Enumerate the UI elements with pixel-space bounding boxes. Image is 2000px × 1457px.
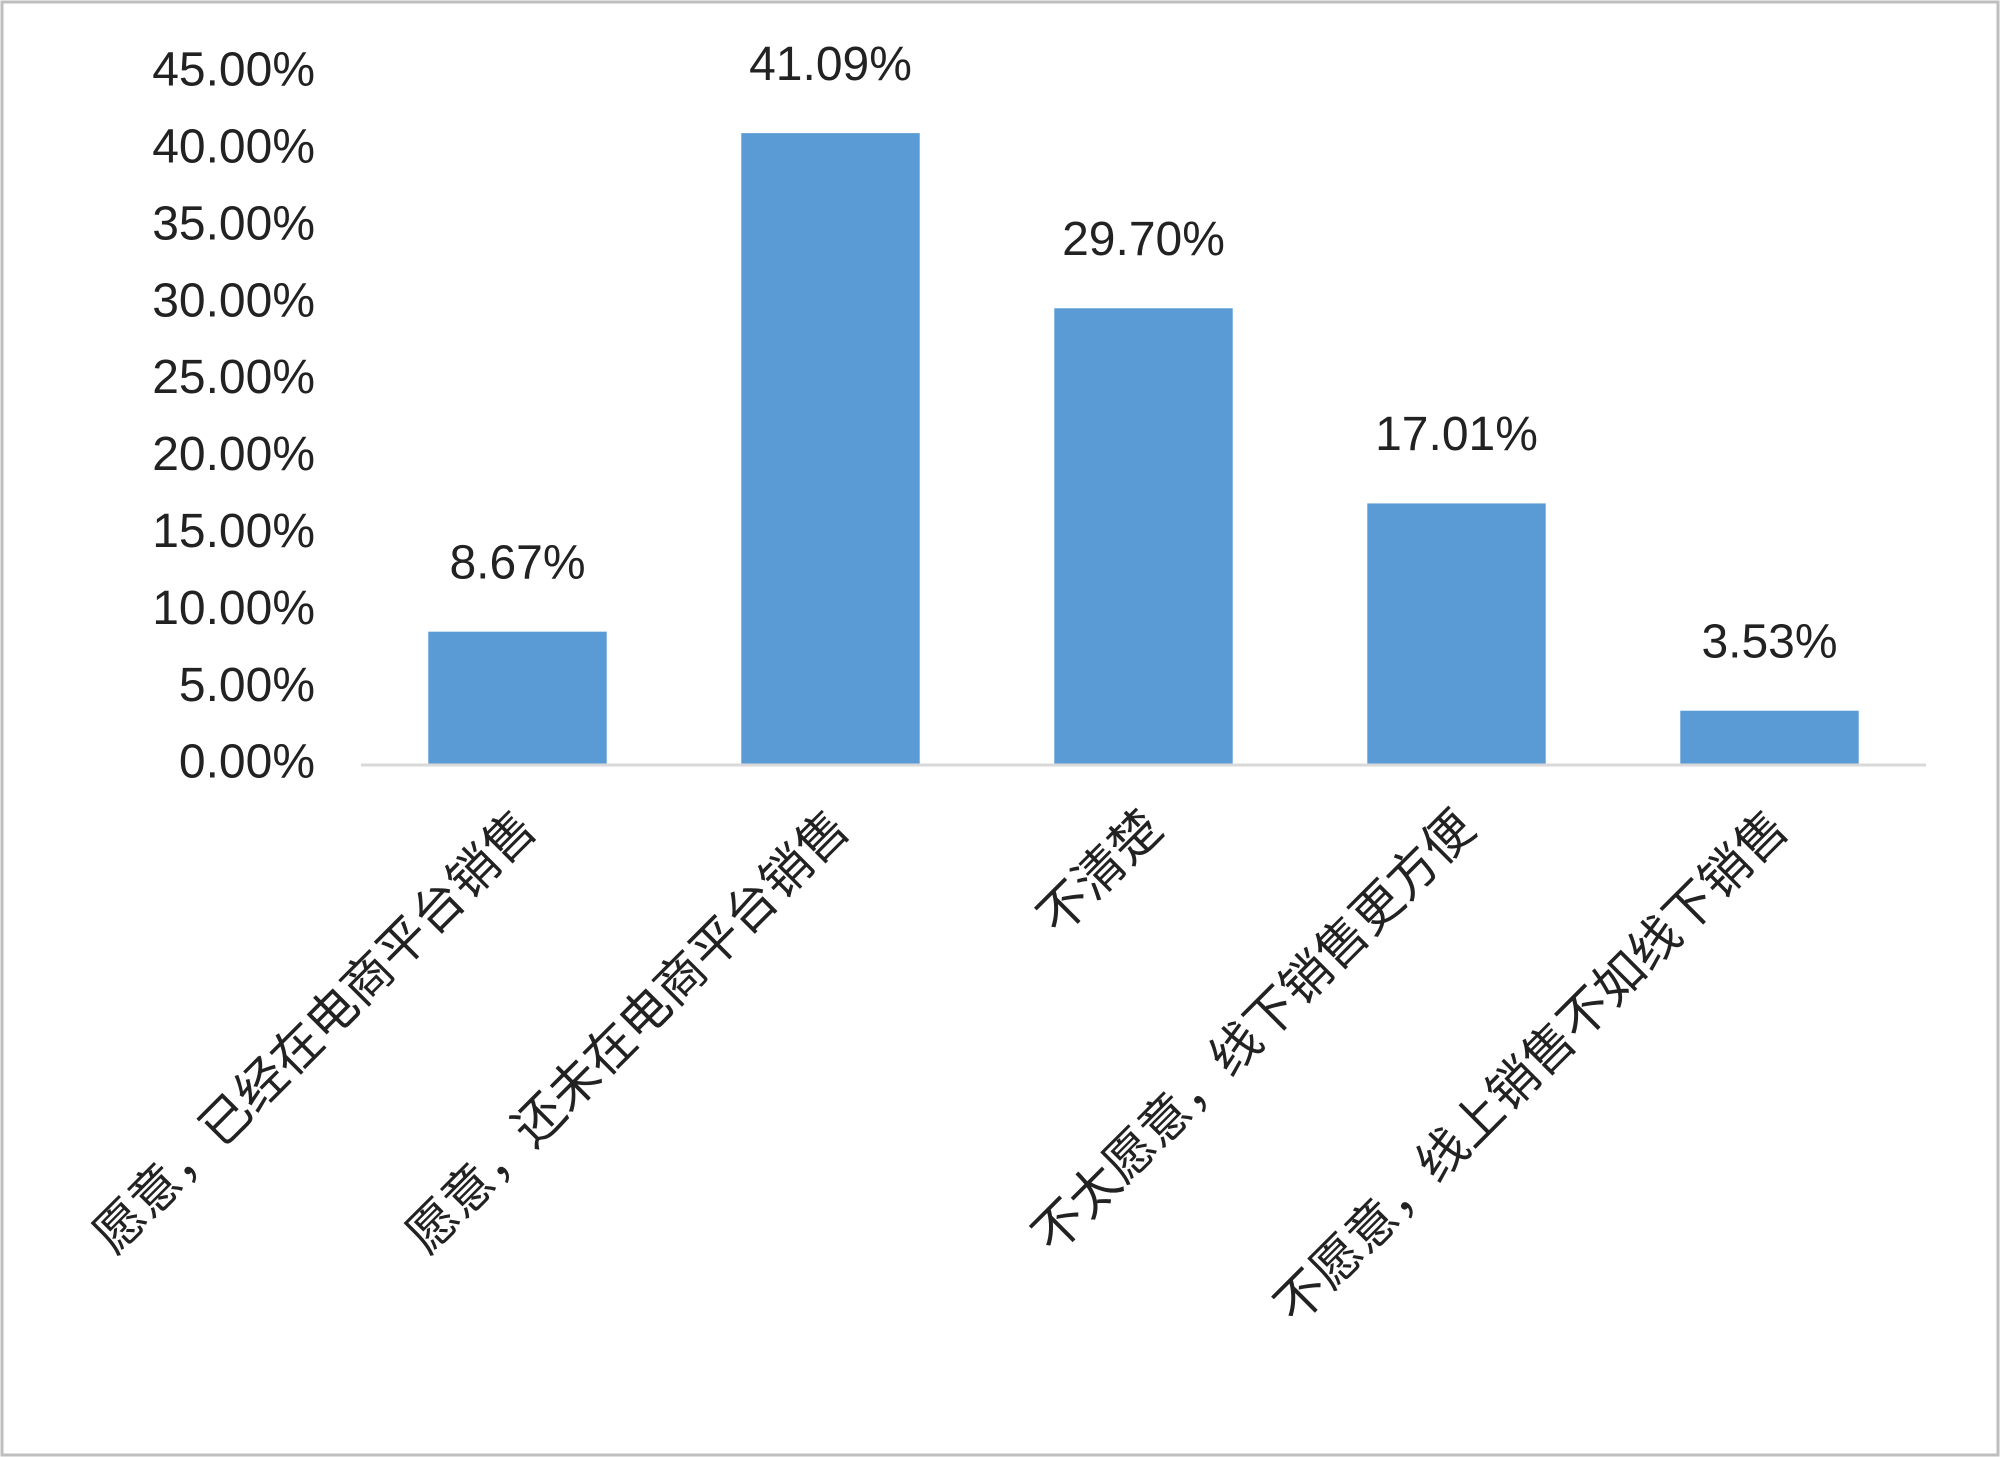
bar — [1054, 308, 1233, 765]
value-label: 8.67% — [449, 536, 585, 589]
bar — [1680, 710, 1859, 765]
y-tick-label: 40.00% — [152, 121, 315, 174]
bar — [1367, 503, 1546, 765]
y-tick-label: 0.00% — [179, 736, 315, 789]
y-tick-label: 20.00% — [152, 428, 315, 481]
bar — [428, 631, 607, 765]
value-label: 41.09% — [749, 38, 912, 91]
bar — [741, 133, 920, 766]
y-tick-label: 5.00% — [179, 659, 315, 712]
value-label: 29.70% — [1062, 213, 1225, 266]
y-tick-label: 45.00% — [152, 44, 315, 97]
y-tick-label: 35.00% — [152, 197, 315, 250]
value-label: 3.53% — [1701, 615, 1837, 668]
y-tick-label: 30.00% — [152, 274, 315, 327]
y-tick-label: 10.00% — [152, 582, 315, 635]
y-tick-label: 15.00% — [152, 505, 315, 558]
y-tick-label: 25.00% — [152, 351, 315, 404]
value-label: 17.01% — [1375, 408, 1538, 461]
